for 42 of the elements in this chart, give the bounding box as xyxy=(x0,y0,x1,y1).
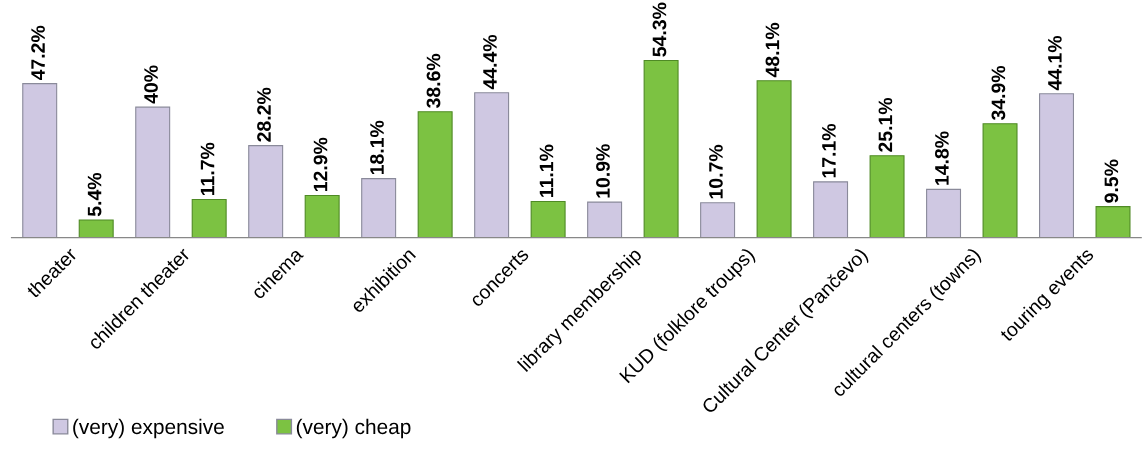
data-label: 11.7% xyxy=(200,142,215,195)
data-label: 5.4% xyxy=(87,172,102,217)
data-label: 48.1% xyxy=(765,22,780,78)
bar xyxy=(248,145,284,238)
bar xyxy=(869,155,905,238)
data-label: 17.1% xyxy=(822,123,836,178)
bar xyxy=(643,59,679,238)
data-label: 47.2% xyxy=(31,25,45,81)
legend-label: (very) expensive xyxy=(73,418,224,439)
data-label: 44.1% xyxy=(1048,35,1062,91)
data-label: 18.1% xyxy=(370,120,384,175)
bar xyxy=(22,83,58,238)
bar xyxy=(700,202,736,238)
bar xyxy=(304,195,340,238)
bar xyxy=(813,181,849,238)
bar xyxy=(587,201,623,238)
bar xyxy=(530,200,566,238)
data-label: 9.5% xyxy=(1104,159,1119,203)
data-label: 10.9% xyxy=(596,144,610,198)
bar xyxy=(417,111,453,238)
data-label: 40% xyxy=(144,65,158,104)
data-label: 38.6% xyxy=(426,53,441,109)
bar xyxy=(982,123,1018,238)
bar xyxy=(1039,93,1075,238)
data-label: 34.9% xyxy=(991,65,1006,121)
data-label: 12.9% xyxy=(313,137,328,192)
bar xyxy=(78,219,114,238)
data-label: 54.3% xyxy=(652,2,667,57)
data-label: 28.2% xyxy=(257,87,271,142)
data-label: 25.1% xyxy=(878,97,893,152)
data-label: 10.7% xyxy=(709,144,723,199)
legend-label: (very) cheap xyxy=(296,418,411,439)
bar xyxy=(135,106,171,238)
bar xyxy=(361,178,397,238)
data-label: 11.1% xyxy=(539,144,554,197)
bar xyxy=(474,92,510,238)
bar xyxy=(1095,206,1131,238)
data-label: 14.8% xyxy=(935,131,949,185)
bar xyxy=(191,198,227,238)
bar xyxy=(756,80,792,238)
data-label: 44.4% xyxy=(483,34,497,90)
bar xyxy=(926,188,962,238)
